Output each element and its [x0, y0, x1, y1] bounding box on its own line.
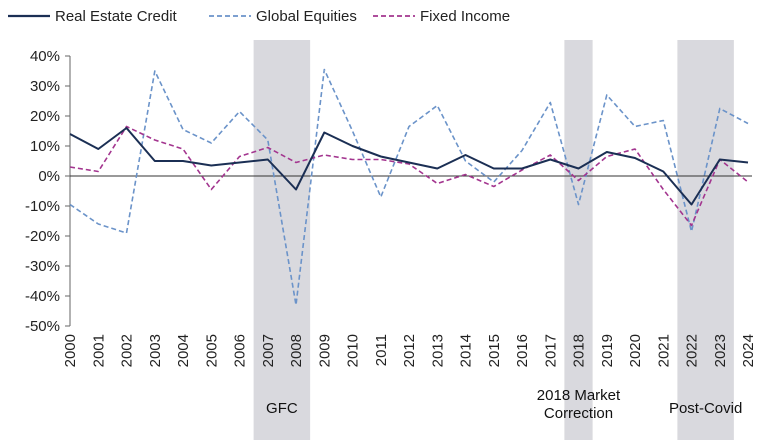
- x-tick-label: 2014: [458, 334, 475, 367]
- x-tick-label: 2017: [542, 334, 559, 367]
- x-tick-label: 2005: [203, 334, 220, 367]
- series-line-global-equities: [69, 68, 749, 306]
- x-tick-label: 2011: [373, 334, 390, 366]
- x-tick-label: 2012: [401, 334, 418, 367]
- x-tick-label: 2015: [486, 334, 503, 367]
- x-tick-label: 2002: [119, 334, 136, 367]
- series-lines: [69, 68, 749, 306]
- shaded-band-label-0-0: GFC: [266, 400, 298, 417]
- y-tick-label: 10%: [30, 138, 60, 155]
- x-tick-label: 2001: [90, 334, 107, 367]
- shaded-band-label-2-0: Post-Covid: [669, 400, 742, 417]
- x-tick-label: 2009: [316, 334, 333, 367]
- y-tick-label: 20%: [30, 108, 60, 125]
- x-tick-label: 2010: [345, 334, 362, 367]
- y-tick-label: -50%: [25, 318, 60, 335]
- y-tick-label: 0%: [38, 168, 60, 185]
- x-tick-label: 2008: [288, 334, 305, 367]
- x-tick-label: 2003: [147, 334, 164, 367]
- shaded-band-2: [677, 40, 734, 440]
- x-tick-label: 2023: [712, 334, 729, 367]
- x-tick-label: 2018: [571, 334, 588, 367]
- y-tick-label: -10%: [25, 198, 60, 215]
- x-tick-labels: 2000 2001 2002 2003 2004 2005 2006 2007 2008 2009…: [62, 334, 757, 367]
- axes: [65, 55, 752, 327]
- x-tick-label: 2020: [627, 334, 644, 367]
- x-tick-label: 2013: [429, 334, 446, 367]
- y-tick-label: -40%: [25, 288, 60, 305]
- x-tick-label: 2019: [599, 334, 616, 367]
- x-tick-label: 2021: [655, 334, 672, 367]
- y-tick-label: -30%: [25, 258, 60, 275]
- legend-label: Real Estate Credit: [55, 8, 178, 25]
- x-tick-label: 2000: [62, 334, 79, 367]
- legend-label: Global Equities: [256, 8, 357, 25]
- shaded-band-label-1-0: 2018 Market: [537, 387, 621, 404]
- y-tick-label: -20%: [25, 228, 60, 245]
- shaded-periods: [253, 40, 734, 440]
- x-tick-label: 2006: [232, 334, 249, 367]
- shaded-band-1: [564, 40, 593, 440]
- x-tick-label: 2004: [175, 334, 192, 367]
- shaded-band-label-1-1: Correction: [544, 405, 613, 422]
- x-tick-label: 2016: [514, 334, 531, 367]
- x-tick-label: 2007: [260, 334, 277, 367]
- shaded-band-0: [253, 40, 311, 440]
- y-tick-label: 30%: [30, 78, 60, 95]
- legend-label: Fixed Income: [420, 8, 510, 25]
- legend: Real Estate Credit Global Equities Fixed I…: [8, 8, 510, 25]
- x-tick-label: 2024: [740, 334, 757, 367]
- x-tick-label: 2022: [684, 334, 701, 367]
- y-tick-label: 40%: [30, 48, 60, 65]
- y-tick-labels: 40% 30% 20% 10% 0% -10% -20% -30% -40% -50%: [25, 48, 60, 335]
